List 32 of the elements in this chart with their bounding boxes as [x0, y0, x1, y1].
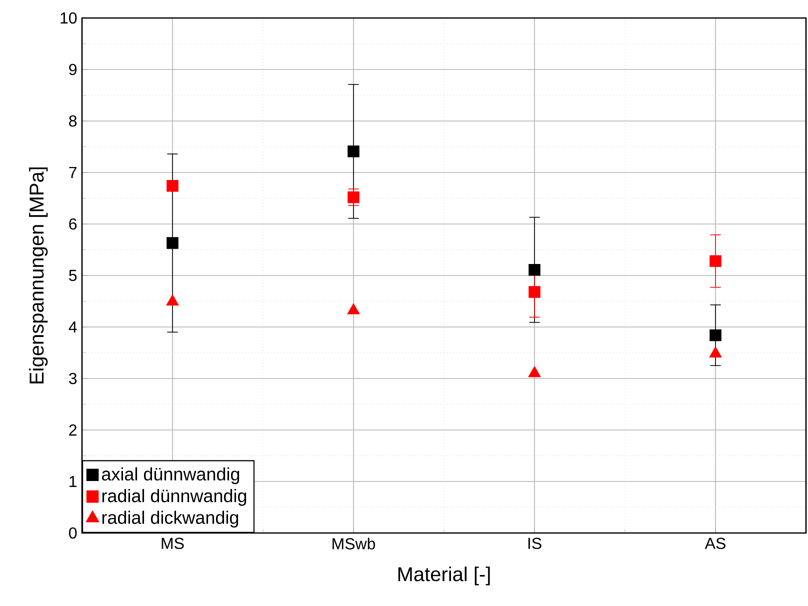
point [166, 180, 178, 192]
point [166, 294, 179, 306]
y-tick-label: 0 [69, 527, 77, 539]
point [348, 191, 360, 204]
x-axis-title: Material [-] [398, 566, 490, 586]
y-tick-label: 3 [69, 372, 77, 384]
point [710, 329, 722, 342]
y-axis-title: Eigenspannungen [MPa] [29, 167, 48, 384]
point [528, 366, 541, 378]
x-tick-label: AS [704, 538, 726, 550]
y-tick-label: 2 [69, 424, 76, 436]
y-tick-label: 8 [69, 115, 77, 127]
point [709, 346, 722, 358]
point [528, 286, 540, 298]
y-tick-label: 6 [69, 218, 77, 230]
point [528, 264, 540, 276]
y-tick-label: 9 [69, 64, 77, 76]
x-tick-label: MS [162, 538, 184, 550]
legend-label: radial dickwandig [102, 510, 238, 528]
point [166, 237, 178, 249]
legend-label: axial dünnwandig [102, 467, 240, 484]
legend-label: radial dünnwandig [102, 489, 246, 506]
y-tick-label: 4 [68, 321, 77, 332]
y-tick-label: 7 [69, 166, 76, 178]
y-tick-label: 5 [69, 270, 77, 282]
point [710, 255, 722, 267]
x-tick-label: IS [528, 538, 542, 550]
y-tick-label: 1 [70, 476, 77, 487]
x-tick-label: MSwb [332, 538, 376, 550]
point [347, 303, 360, 314]
point [348, 146, 360, 158]
y-tick-label: 10 [60, 12, 77, 24]
